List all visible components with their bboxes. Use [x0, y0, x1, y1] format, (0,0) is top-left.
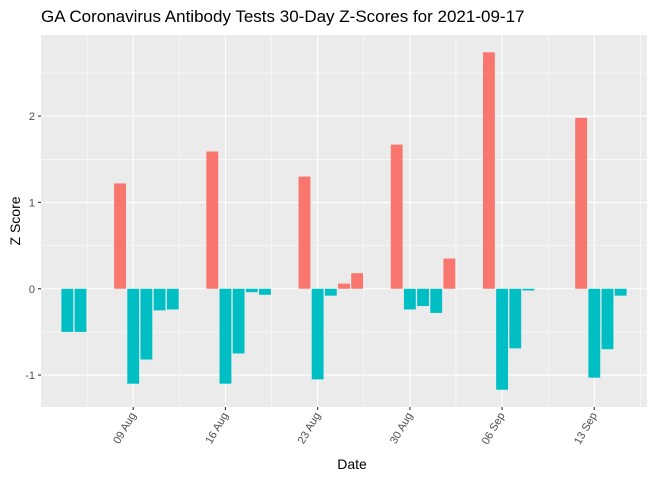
bar [522, 288, 535, 291]
bar [219, 288, 232, 384]
bar [403, 288, 416, 310]
bars [61, 52, 627, 390]
bar [245, 288, 258, 293]
bar [614, 288, 627, 296]
x-tick-label: 30 Aug [388, 411, 416, 447]
y-tick-label: -1 [25, 370, 35, 382]
x-axis-title: Date [337, 456, 367, 472]
bar [417, 288, 429, 307]
bar [74, 288, 87, 332]
bar [482, 52, 495, 289]
bar [206, 151, 219, 289]
bar [114, 183, 126, 289]
bar [588, 288, 601, 378]
x-tick-label: 16 Aug [204, 411, 232, 447]
bar [601, 288, 614, 350]
y-axis-title: Z Score [7, 196, 23, 245]
y-tick-label: 0 [29, 284, 35, 296]
y-axis-ticks: -1 0 1 2 [25, 111, 41, 382]
bar [153, 288, 166, 311]
x-tick-label: 13 Sep [572, 411, 600, 447]
bar [443, 258, 456, 289]
bar [324, 288, 337, 296]
bar [61, 288, 74, 332]
y-tick-label: 2 [29, 111, 35, 123]
x-tick-label: 06 Sep [480, 410, 508, 446]
y-tick-label: 1 [29, 197, 35, 209]
x-tick-label: 09 Aug [111, 411, 139, 447]
bar [311, 288, 324, 380]
bar [496, 288, 509, 390]
bar [259, 288, 271, 295]
x-axis-ticks: 09 Aug 16 Aug 23 Aug 30 Aug 06 Sep 13 Sep [111, 407, 600, 447]
grid-minor [41, 35, 647, 407]
chart-title: GA Coronavirus Antibody Tests 30-Day Z-S… [41, 7, 524, 26]
bar [575, 117, 588, 289]
bar [351, 273, 364, 289]
x-tick-label: 23 Aug [296, 411, 324, 447]
bar [232, 288, 245, 354]
bar [166, 288, 179, 310]
bar [509, 288, 522, 349]
bar [390, 144, 403, 289]
bar [338, 283, 350, 289]
bar [140, 288, 153, 360]
bar [127, 288, 140, 384]
bar [430, 288, 443, 313]
bar [298, 176, 311, 289]
